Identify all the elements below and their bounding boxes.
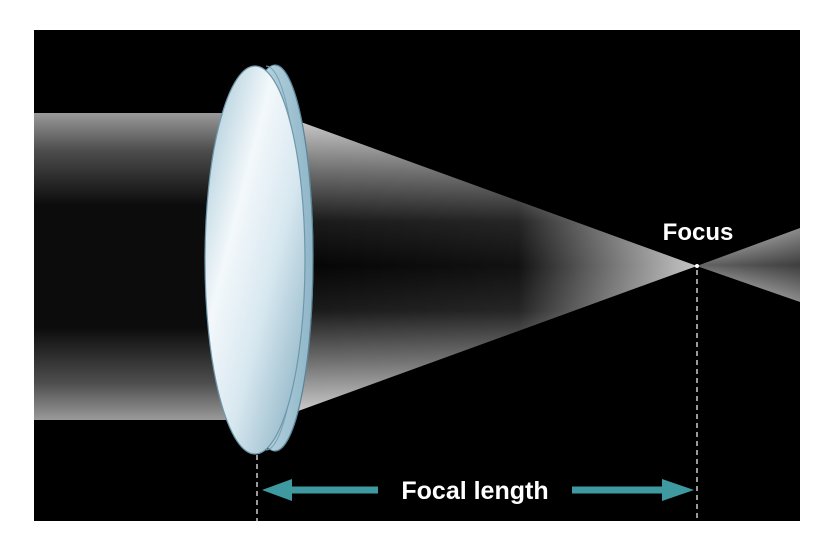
focus-label: Focus [663,219,734,246]
focal-length-label: Focal length [401,477,548,505]
diverging-light-cone [697,228,800,302]
focal-point [695,264,699,268]
incoming-light-beam [34,113,234,420]
arrowhead-left-icon [262,479,292,501]
focal-length-arrow [262,479,694,501]
converging-light-cone [290,118,697,414]
arrowhead-right-icon [662,479,694,501]
convex-lens [204,64,314,455]
